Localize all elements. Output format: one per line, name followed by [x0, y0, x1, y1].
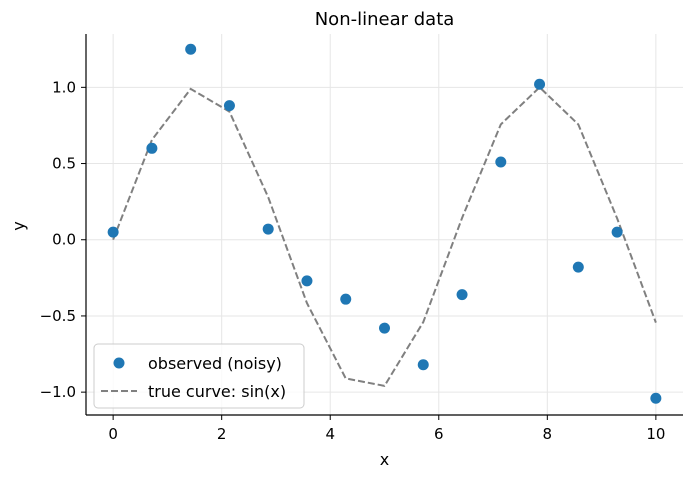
y-tick-label: 1.0: [52, 78, 76, 96]
x-tick-label: 2: [217, 425, 227, 443]
data-point: [340, 293, 352, 305]
y-tick-label: −0.5: [40, 307, 76, 325]
data-point: [650, 392, 662, 404]
data-point: [495, 156, 507, 168]
y-tick-label: 0.5: [52, 155, 76, 173]
data-point: [456, 289, 468, 301]
data-point: [262, 223, 274, 235]
data-point: [107, 226, 119, 238]
data-point: [223, 100, 235, 112]
legend: observed (noisy) true curve: sin(x): [93, 343, 305, 409]
plot-series: [107, 43, 662, 404]
legend-marker-observed: [113, 357, 125, 369]
legend-box: [93, 343, 305, 409]
data-point: [301, 275, 313, 287]
data-point: [417, 359, 429, 371]
x-tick-label: 10: [646, 425, 665, 443]
series-line-true-curve: [112, 85, 657, 388]
x-tick-label: 0: [108, 425, 118, 443]
x-tick-label: 4: [325, 425, 335, 443]
data-point: [572, 261, 584, 273]
y-axis-label: y: [9, 221, 28, 230]
data-point: [379, 322, 390, 334]
legend-label-true-curve: true curve: sin(x): [148, 382, 286, 401]
ticks: 0 2 4 6 8 10 −1.0 −0.5 0.0 0.5 1.0: [40, 78, 666, 443]
axes: [85, 34, 683, 416]
x-axis-label: x: [380, 450, 389, 469]
data-point: [611, 226, 623, 238]
data-point: [146, 142, 158, 154]
legend-label-observed: observed (noisy): [148, 354, 282, 373]
data-point: [534, 78, 546, 90]
chart-title: Non-linear data: [315, 9, 455, 30]
data-point: [185, 43, 197, 55]
y-tick-label: −1.0: [40, 383, 76, 401]
y-tick-label: 0.0: [52, 231, 76, 249]
x-tick-label: 8: [543, 425, 553, 443]
x-tick-label: 6: [434, 425, 444, 443]
